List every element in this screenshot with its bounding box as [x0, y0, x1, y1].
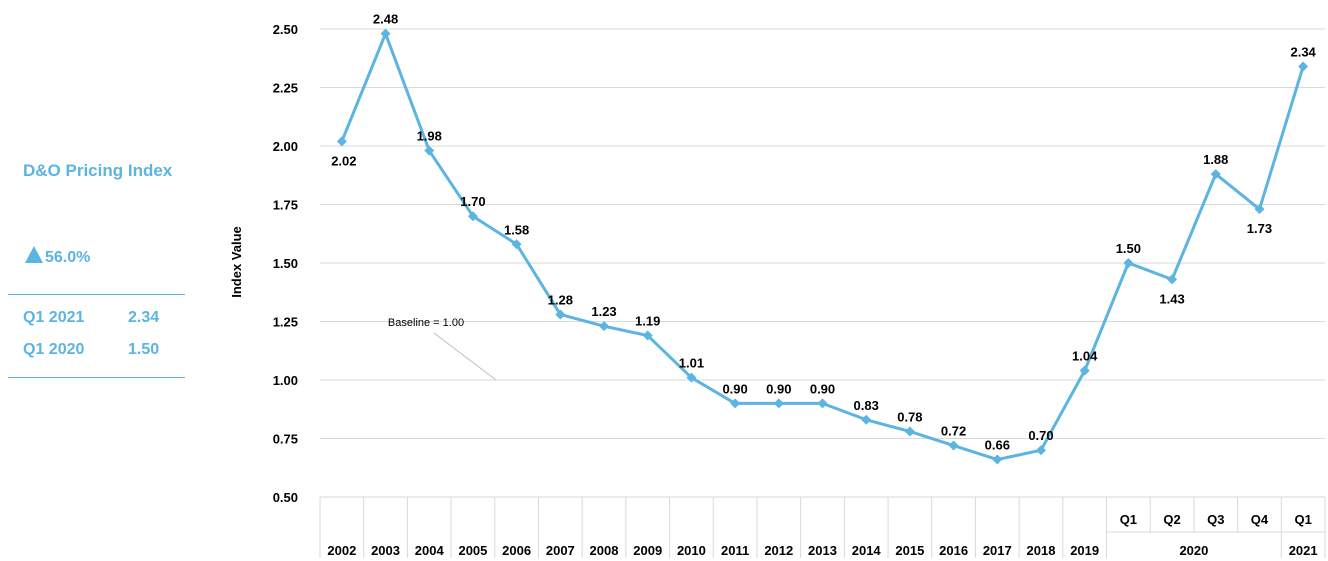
- data-label: 1.73: [1247, 221, 1272, 236]
- x-tick-label: 2003: [371, 543, 400, 558]
- data-point: [730, 398, 741, 409]
- x-group-label: 2020: [1179, 543, 1208, 558]
- data-point: [1298, 61, 1309, 72]
- up-triangle-icon: [25, 246, 43, 263]
- summary-divider-top: [8, 294, 185, 295]
- summary-row: Q1 2020 1.50: [23, 341, 159, 359]
- x-tick-label: Q4: [1251, 512, 1269, 527]
- data-point: [555, 309, 566, 320]
- data-label: 1.23: [591, 304, 616, 319]
- data-point: [424, 145, 435, 156]
- data-label: 1.98: [417, 129, 442, 144]
- data-point: [861, 414, 872, 425]
- x-tick-label: 2010: [677, 543, 706, 558]
- data-point: [1167, 274, 1178, 285]
- data-point: [904, 426, 915, 437]
- x-tick-label: 2006: [502, 543, 531, 558]
- data-point: [511, 239, 522, 250]
- x-tick-label: 2007: [546, 543, 575, 558]
- data-label: 0.83: [854, 398, 879, 413]
- x-tick-label: 2002: [327, 543, 356, 558]
- data-point: [642, 330, 653, 341]
- x-tick-label: 2018: [1027, 543, 1056, 558]
- data-point: [1079, 365, 1090, 376]
- summary-row-label: Q1 2021: [23, 309, 85, 326]
- summary-change-value: 56.0%: [45, 249, 91, 266]
- data-label: 0.78: [897, 409, 922, 424]
- summary-change: 56.0%: [25, 246, 90, 267]
- summary-title: D&O Pricing Index: [23, 161, 173, 180]
- x-tick-label: 2009: [633, 543, 662, 558]
- y-tick-label: 1.25: [273, 315, 298, 330]
- summary-row: Q1 2021 2.34: [23, 309, 159, 327]
- x-tick-label: Q1: [1120, 512, 1137, 527]
- x-tick-label: Q3: [1207, 512, 1224, 527]
- summary-panel: D&O Pricing Index 56.0% Q1 2021 2.34 Q1 …: [8, 0, 186, 561]
- data-label: 1.58: [504, 222, 529, 237]
- y-tick-label: 1.75: [273, 198, 298, 213]
- y-tick-label: 2.25: [273, 81, 298, 96]
- x-tick-label: Q1: [1294, 512, 1311, 527]
- data-point: [1210, 169, 1221, 180]
- x-tick-label: 2008: [590, 543, 619, 558]
- summary-row-label: Q1 2020: [23, 341, 85, 358]
- data-label: 2.48: [373, 12, 398, 27]
- data-point: [1254, 204, 1265, 215]
- data-point: [817, 398, 828, 409]
- data-label: 1.50: [1116, 241, 1141, 256]
- summary-divider-bottom: [8, 377, 185, 378]
- data-label: 0.90: [810, 381, 835, 396]
- data-label: 1.28: [548, 292, 573, 307]
- x-tick-label: 2011: [721, 543, 749, 558]
- x-group-label: 2021: [1289, 543, 1318, 558]
- data-point: [1123, 258, 1134, 268]
- y-tick-label: 1.50: [273, 256, 298, 271]
- x-tick-label: 2005: [458, 543, 487, 558]
- y-tick-label: 1.00: [273, 373, 298, 388]
- x-tick-label: 2019: [1070, 543, 1099, 558]
- x-tick-label: 2004: [415, 543, 445, 558]
- data-label: 1.19: [635, 314, 660, 329]
- y-tick-label: 0.75: [273, 432, 298, 447]
- x-tick-label: 2017: [983, 543, 1012, 558]
- summary-row-value: 2.34: [128, 309, 160, 326]
- data-point: [1035, 445, 1046, 456]
- data-label: 0.72: [941, 424, 966, 439]
- data-label: 2.02: [331, 153, 356, 168]
- x-tick-label: 2016: [939, 543, 968, 558]
- data-point: [948, 440, 959, 451]
- data-label: 1.01: [679, 356, 704, 371]
- data-point: [686, 372, 697, 383]
- data-label: 0.66: [985, 438, 1010, 453]
- data-label: 1.70: [460, 194, 485, 209]
- data-label: 0.90: [766, 381, 791, 396]
- x-tick-label: 2014: [852, 543, 882, 558]
- x-tick-label: 2015: [895, 543, 924, 558]
- data-label: 0.90: [722, 381, 747, 396]
- data-point: [992, 454, 1003, 465]
- data-label: 1.04: [1072, 349, 1098, 364]
- data-point: [773, 398, 784, 409]
- data-label: 1.43: [1159, 291, 1184, 306]
- baseline-callout-line: [433, 332, 497, 381]
- data-label: 1.88: [1203, 152, 1228, 167]
- y-axis-label: Index Value: [229, 226, 244, 298]
- data-label: 0.70: [1028, 428, 1053, 443]
- y-tick-label: 2.50: [273, 22, 298, 37]
- data-point: [380, 28, 391, 39]
- data-point: [467, 211, 478, 222]
- data-point: [599, 321, 610, 332]
- baseline-annotation: Baseline = 1.00: [388, 317, 464, 329]
- y-tick-label: 0.50: [273, 490, 298, 505]
- x-tick-label: 2013: [808, 543, 837, 558]
- x-tick-label: Q2: [1163, 512, 1180, 527]
- x-tick-label: 2012: [764, 543, 793, 558]
- data-label: 2.34: [1290, 44, 1316, 59]
- y-tick-label: 2.00: [273, 139, 298, 154]
- data-point: [336, 136, 347, 147]
- summary-row-value: 1.50: [128, 341, 160, 358]
